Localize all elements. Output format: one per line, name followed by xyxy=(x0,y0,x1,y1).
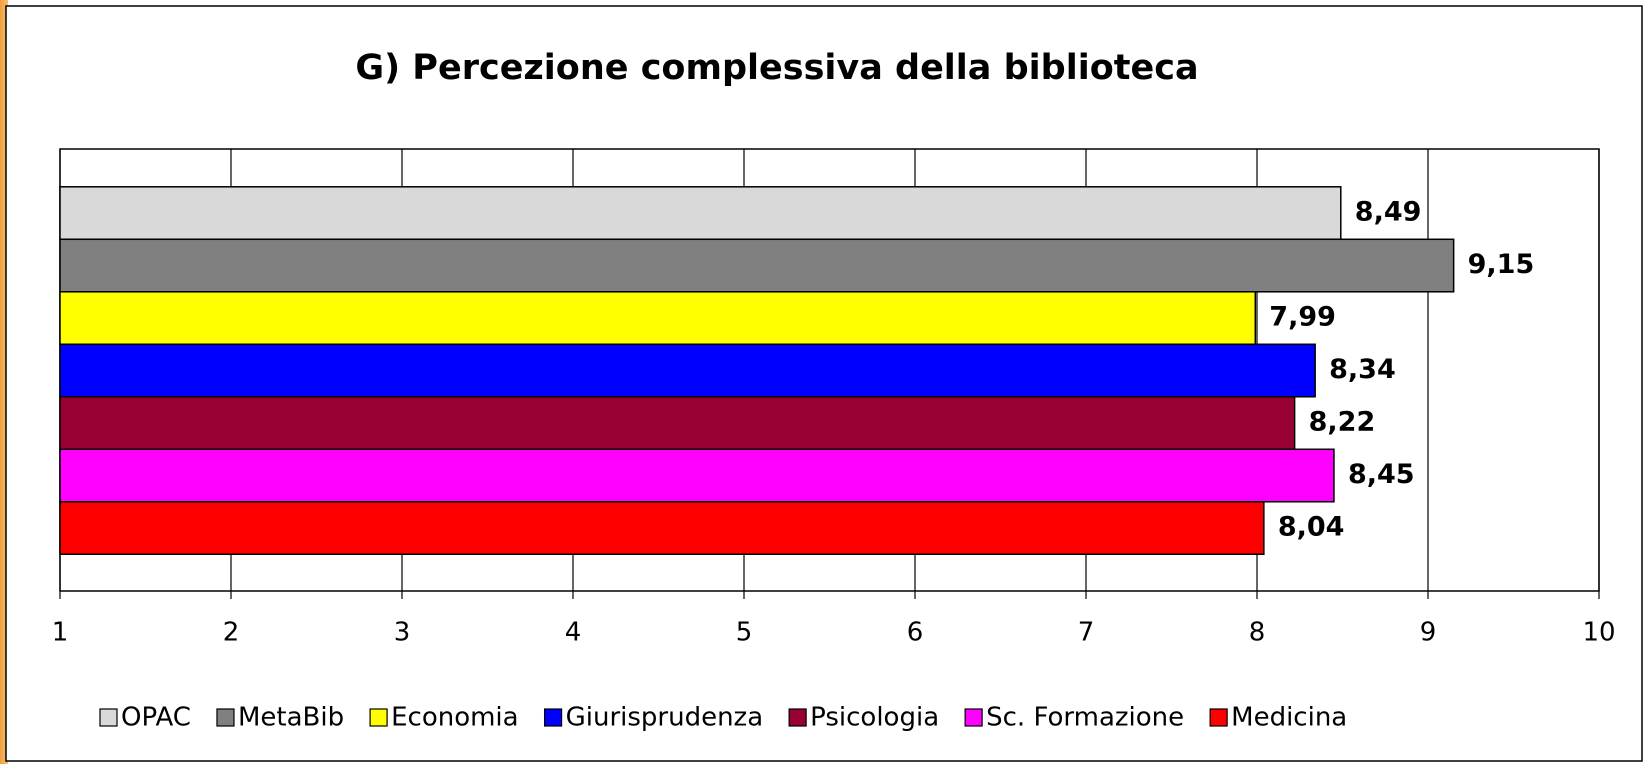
bar xyxy=(59,291,1257,346)
bar xyxy=(59,396,1296,451)
bar xyxy=(59,501,1265,556)
value-label: 8,34 xyxy=(1329,354,1396,385)
legend-swatch xyxy=(543,708,563,727)
legend-swatch xyxy=(216,708,235,727)
x-tick-label: 3 xyxy=(394,618,411,648)
chart-title: G) Percezione complessiva della bibliote… xyxy=(355,48,1198,88)
bar xyxy=(59,448,1335,503)
value-label: 8,49 xyxy=(1355,197,1422,228)
legend-swatch xyxy=(369,708,388,727)
value-label: 8,04 xyxy=(1278,512,1345,543)
x-tick-label: 6 xyxy=(907,618,924,648)
bar xyxy=(59,186,1342,241)
legend-swatch xyxy=(964,708,983,727)
legend-label: Economia xyxy=(391,703,519,733)
x-tick-label: 4 xyxy=(565,618,582,648)
value-label: 7,99 xyxy=(1269,302,1336,333)
x-tick-label: 9 xyxy=(1420,618,1437,648)
value-label: 9,15 xyxy=(1468,249,1535,280)
x-tick-label: 10 xyxy=(1582,618,1615,648)
bar xyxy=(59,238,1455,293)
legend-label: Medicina xyxy=(1231,703,1347,733)
legend-label: Psicologia xyxy=(810,703,939,733)
x-tick-label: 5 xyxy=(736,618,753,648)
legend-label: OPAC xyxy=(121,703,191,733)
legend-label: Sc. Formazione xyxy=(986,703,1184,733)
x-tick-label: 8 xyxy=(1249,618,1266,648)
legend-label: MetaBib xyxy=(238,703,344,733)
value-label: 8,45 xyxy=(1348,459,1415,490)
legend-swatch xyxy=(1209,708,1228,727)
value-label: 8,22 xyxy=(1309,407,1376,438)
x-tick-label: 2 xyxy=(223,618,240,648)
x-tick-label: 1 xyxy=(52,618,69,648)
bar xyxy=(59,343,1316,398)
legend-swatch xyxy=(99,708,118,727)
x-tick-label: 7 xyxy=(1078,618,1095,648)
legend-label: Giurisprudenza xyxy=(566,703,764,733)
legend-swatch xyxy=(788,708,807,727)
